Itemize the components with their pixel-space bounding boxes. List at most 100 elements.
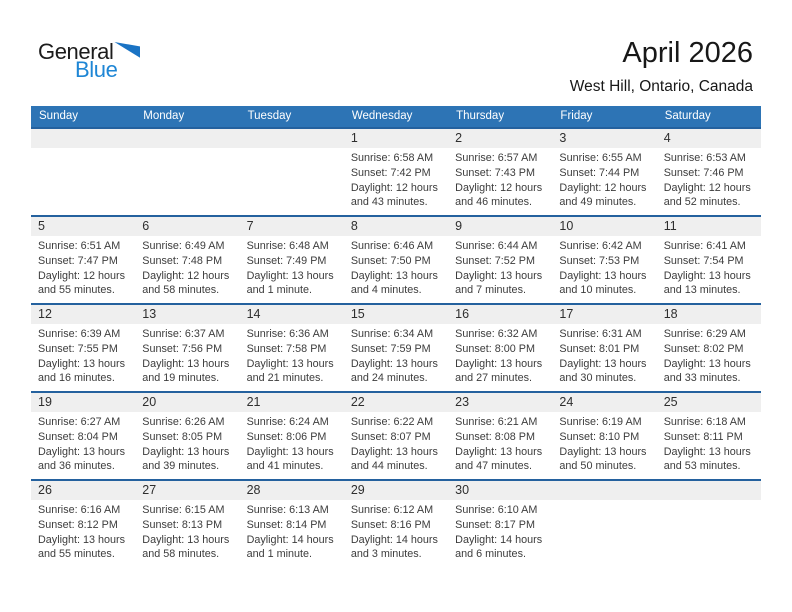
day-cell-13: 13 Sunrise: 6:37 AM Sunset: 7:56 PM Dayligh…	[135, 305, 240, 391]
day-sun-info: Sunrise: 6:15 AM Sunset: 8:13 PM Daylight:…	[142, 504, 230, 561]
day-number: 26	[31, 481, 136, 500]
day-number	[552, 481, 657, 500]
day-cell-27: 27 Sunrise: 6:15 AM Sunset: 8:13 PM Dayligh…	[135, 481, 240, 567]
day-number: 13	[135, 305, 240, 324]
day-number: 20	[135, 393, 240, 412]
day-cell-empty	[239, 129, 344, 215]
day-number: 12	[31, 305, 136, 324]
day-cell-15: 15 Sunrise: 6:34 AM Sunset: 7:59 PM Dayligh…	[343, 305, 449, 391]
weekday-header-saturday: Saturday	[664, 110, 711, 122]
day-sun-info	[657, 500, 761, 503]
day-cell-30: 30 Sunrise: 6:10 AM Sunset: 8:17 PM Dayligh…	[448, 481, 553, 567]
logo-triangle-icon	[114, 42, 141, 58]
day-sun-info: Sunrise: 6:57 AM Sunset: 7:43 PM Daylight:…	[455, 152, 543, 209]
day-sun-info: Sunrise: 6:39 AM Sunset: 7:55 PM Daylight:…	[38, 328, 126, 385]
day-cell-29: 29 Sunrise: 6:12 AM Sunset: 8:16 PM Dayligh…	[343, 481, 449, 567]
day-sun-info: Sunrise: 6:19 AM Sunset: 8:10 PM Daylight:…	[559, 416, 647, 473]
day-cell-2: 2 Sunrise: 6:57 AM Sunset: 7:43 PM Daylight…	[448, 129, 553, 215]
week-row-4: 19 Sunrise: 6:27 AM Sunset: 8:04 PM Dayligh…	[31, 391, 761, 479]
day-cell-3: 3 Sunrise: 6:55 AM Sunset: 7:44 PM Daylight…	[552, 129, 657, 215]
day-cell-9: 9 Sunrise: 6:44 AM Sunset: 7:52 PM Daylight…	[448, 217, 553, 303]
weekday-header-friday: Friday	[560, 110, 593, 122]
day-sun-info: Sunrise: 6:31 AM Sunset: 8:01 PM Daylight:…	[559, 328, 647, 385]
day-cell-11: 11 Sunrise: 6:41 AM Sunset: 7:54 PM Dayligh…	[656, 217, 761, 303]
day-cell-16: 16 Sunrise: 6:32 AM Sunset: 8:00 PM Dayligh…	[448, 305, 553, 391]
logo-text-blue: Blue	[75, 57, 118, 82]
day-number	[656, 481, 761, 500]
day-cell-empty	[31, 129, 136, 215]
day-sun-info: Sunrise: 6:36 AM Sunset: 7:58 PM Daylight:…	[246, 328, 334, 385]
day-number: 11	[656, 217, 761, 236]
day-number: 19	[31, 393, 136, 412]
day-number: 27	[135, 481, 240, 500]
day-sun-info: Sunrise: 6:18 AM Sunset: 8:11 PM Daylight:…	[663, 416, 751, 473]
day-sun-info: Sunrise: 6:27 AM Sunset: 8:04 PM Daylight:…	[38, 416, 126, 473]
weekday-header-wednesday: Wednesday	[351, 110, 413, 122]
day-number: 15	[343, 305, 449, 324]
day-cell-24: 24 Sunrise: 6:19 AM Sunset: 8:10 PM Dayligh…	[552, 393, 657, 479]
day-number: 16	[448, 305, 553, 324]
week-row-3: 12 Sunrise: 6:39 AM Sunset: 7:55 PM Dayligh…	[31, 303, 761, 391]
day-number: 21	[239, 393, 344, 412]
day-number: 30	[448, 481, 553, 500]
day-number: 29	[343, 481, 449, 500]
day-sun-info	[31, 148, 135, 151]
day-number: 17	[552, 305, 657, 324]
day-number: 22	[343, 393, 449, 412]
day-number	[135, 129, 240, 148]
day-cell-22: 22 Sunrise: 6:22 AM Sunset: 8:07 PM Dayligh…	[343, 393, 449, 479]
day-sun-info: Sunrise: 6:21 AM Sunset: 8:08 PM Daylight:…	[455, 416, 543, 473]
day-cell-6: 6 Sunrise: 6:49 AM Sunset: 7:48 PM Daylight…	[135, 217, 240, 303]
day-number	[239, 129, 344, 148]
day-cell-empty	[552, 481, 657, 567]
logo-text-general: General	[38, 39, 114, 64]
day-sun-info: Sunrise: 6:44 AM Sunset: 7:52 PM Daylight:…	[455, 240, 543, 297]
day-cell-19: 19 Sunrise: 6:27 AM Sunset: 8:04 PM Dayligh…	[31, 393, 136, 479]
location-subtitle: West Hill, Ontario, Canada	[569, 78, 753, 95]
day-sun-info	[135, 148, 239, 151]
day-sun-info: Sunrise: 6:55 AM Sunset: 7:44 PM Daylight:…	[559, 152, 647, 209]
day-cell-7: 7 Sunrise: 6:48 AM Sunset: 7:49 PM Daylight…	[239, 217, 344, 303]
day-cell-10: 10 Sunrise: 6:42 AM Sunset: 7:53 PM Dayligh…	[552, 217, 657, 303]
day-cell-20: 20 Sunrise: 6:26 AM Sunset: 8:05 PM Dayligh…	[135, 393, 240, 479]
day-cell-26: 26 Sunrise: 6:16 AM Sunset: 8:12 PM Dayligh…	[31, 481, 136, 567]
day-sun-info: Sunrise: 6:41 AM Sunset: 7:54 PM Daylight:…	[663, 240, 751, 297]
day-cell-28: 28 Sunrise: 6:13 AM Sunset: 8:14 PM Dayligh…	[239, 481, 344, 567]
day-cell-25: 25 Sunrise: 6:18 AM Sunset: 8:11 PM Dayligh…	[656, 393, 761, 479]
week-rows: 1 Sunrise: 6:58 AM Sunset: 7:42 PM Daylight…	[31, 127, 761, 567]
day-cell-8: 8 Sunrise: 6:46 AM Sunset: 7:50 PM Daylight…	[343, 217, 449, 303]
day-cell-17: 17 Sunrise: 6:31 AM Sunset: 8:01 PM Dayligh…	[552, 305, 657, 391]
week-row-1: 1 Sunrise: 6:58 AM Sunset: 7:42 PM Daylight…	[31, 127, 761, 215]
day-cell-18: 18 Sunrise: 6:29 AM Sunset: 8:02 PM Dayligh…	[656, 305, 761, 391]
day-number: 6	[135, 217, 240, 236]
weekday-header-sunday: Sunday	[39, 110, 79, 122]
page-title: April 2026	[622, 37, 753, 69]
day-cell-empty	[656, 481, 761, 567]
day-number: 23	[448, 393, 553, 412]
day-sun-info: Sunrise: 6:51 AM Sunset: 7:47 PM Daylight:…	[38, 240, 126, 297]
day-sun-info: Sunrise: 6:53 AM Sunset: 7:46 PM Daylight:…	[663, 152, 751, 209]
week-row-2: 5 Sunrise: 6:51 AM Sunset: 7:47 PM Daylight…	[31, 215, 761, 303]
day-sun-info	[552, 500, 656, 503]
day-number: 7	[239, 217, 344, 236]
day-sun-info: Sunrise: 6:10 AM Sunset: 8:17 PM Daylight:…	[455, 504, 543, 561]
day-number: 24	[552, 393, 657, 412]
day-cell-14: 14 Sunrise: 6:36 AM Sunset: 7:58 PM Dayligh…	[239, 305, 344, 391]
weekday-header-thursday: Thursday	[456, 110, 505, 122]
day-cell-4: 4 Sunrise: 6:53 AM Sunset: 7:46 PM Daylight…	[656, 129, 761, 215]
title-block: April 2026 West Hill, Ontario, Canada	[570, 38, 753, 96]
day-number: 28	[239, 481, 344, 500]
day-cell-21: 21 Sunrise: 6:24 AM Sunset: 8:06 PM Dayligh…	[239, 393, 344, 479]
day-number: 4	[656, 129, 761, 148]
day-cell-5: 5 Sunrise: 6:51 AM Sunset: 7:47 PM Daylight…	[31, 217, 136, 303]
day-sun-info: Sunrise: 6:29 AM Sunset: 8:02 PM Daylight:…	[663, 328, 751, 385]
day-sun-info	[240, 148, 344, 151]
day-sun-info: Sunrise: 6:58 AM Sunset: 7:42 PM Daylight:…	[350, 152, 438, 209]
day-sun-info: Sunrise: 6:49 AM Sunset: 7:48 PM Daylight:…	[142, 240, 230, 297]
day-sun-info: Sunrise: 6:32 AM Sunset: 8:00 PM Daylight:…	[455, 328, 543, 385]
day-cell-empty	[135, 129, 240, 215]
day-sun-info: Sunrise: 6:48 AM Sunset: 7:49 PM Daylight:…	[246, 240, 334, 297]
day-number: 5	[31, 217, 136, 236]
calendar-grid: Sunday Monday Tuesday Wednesday Thursday Frid…	[31, 106, 761, 567]
